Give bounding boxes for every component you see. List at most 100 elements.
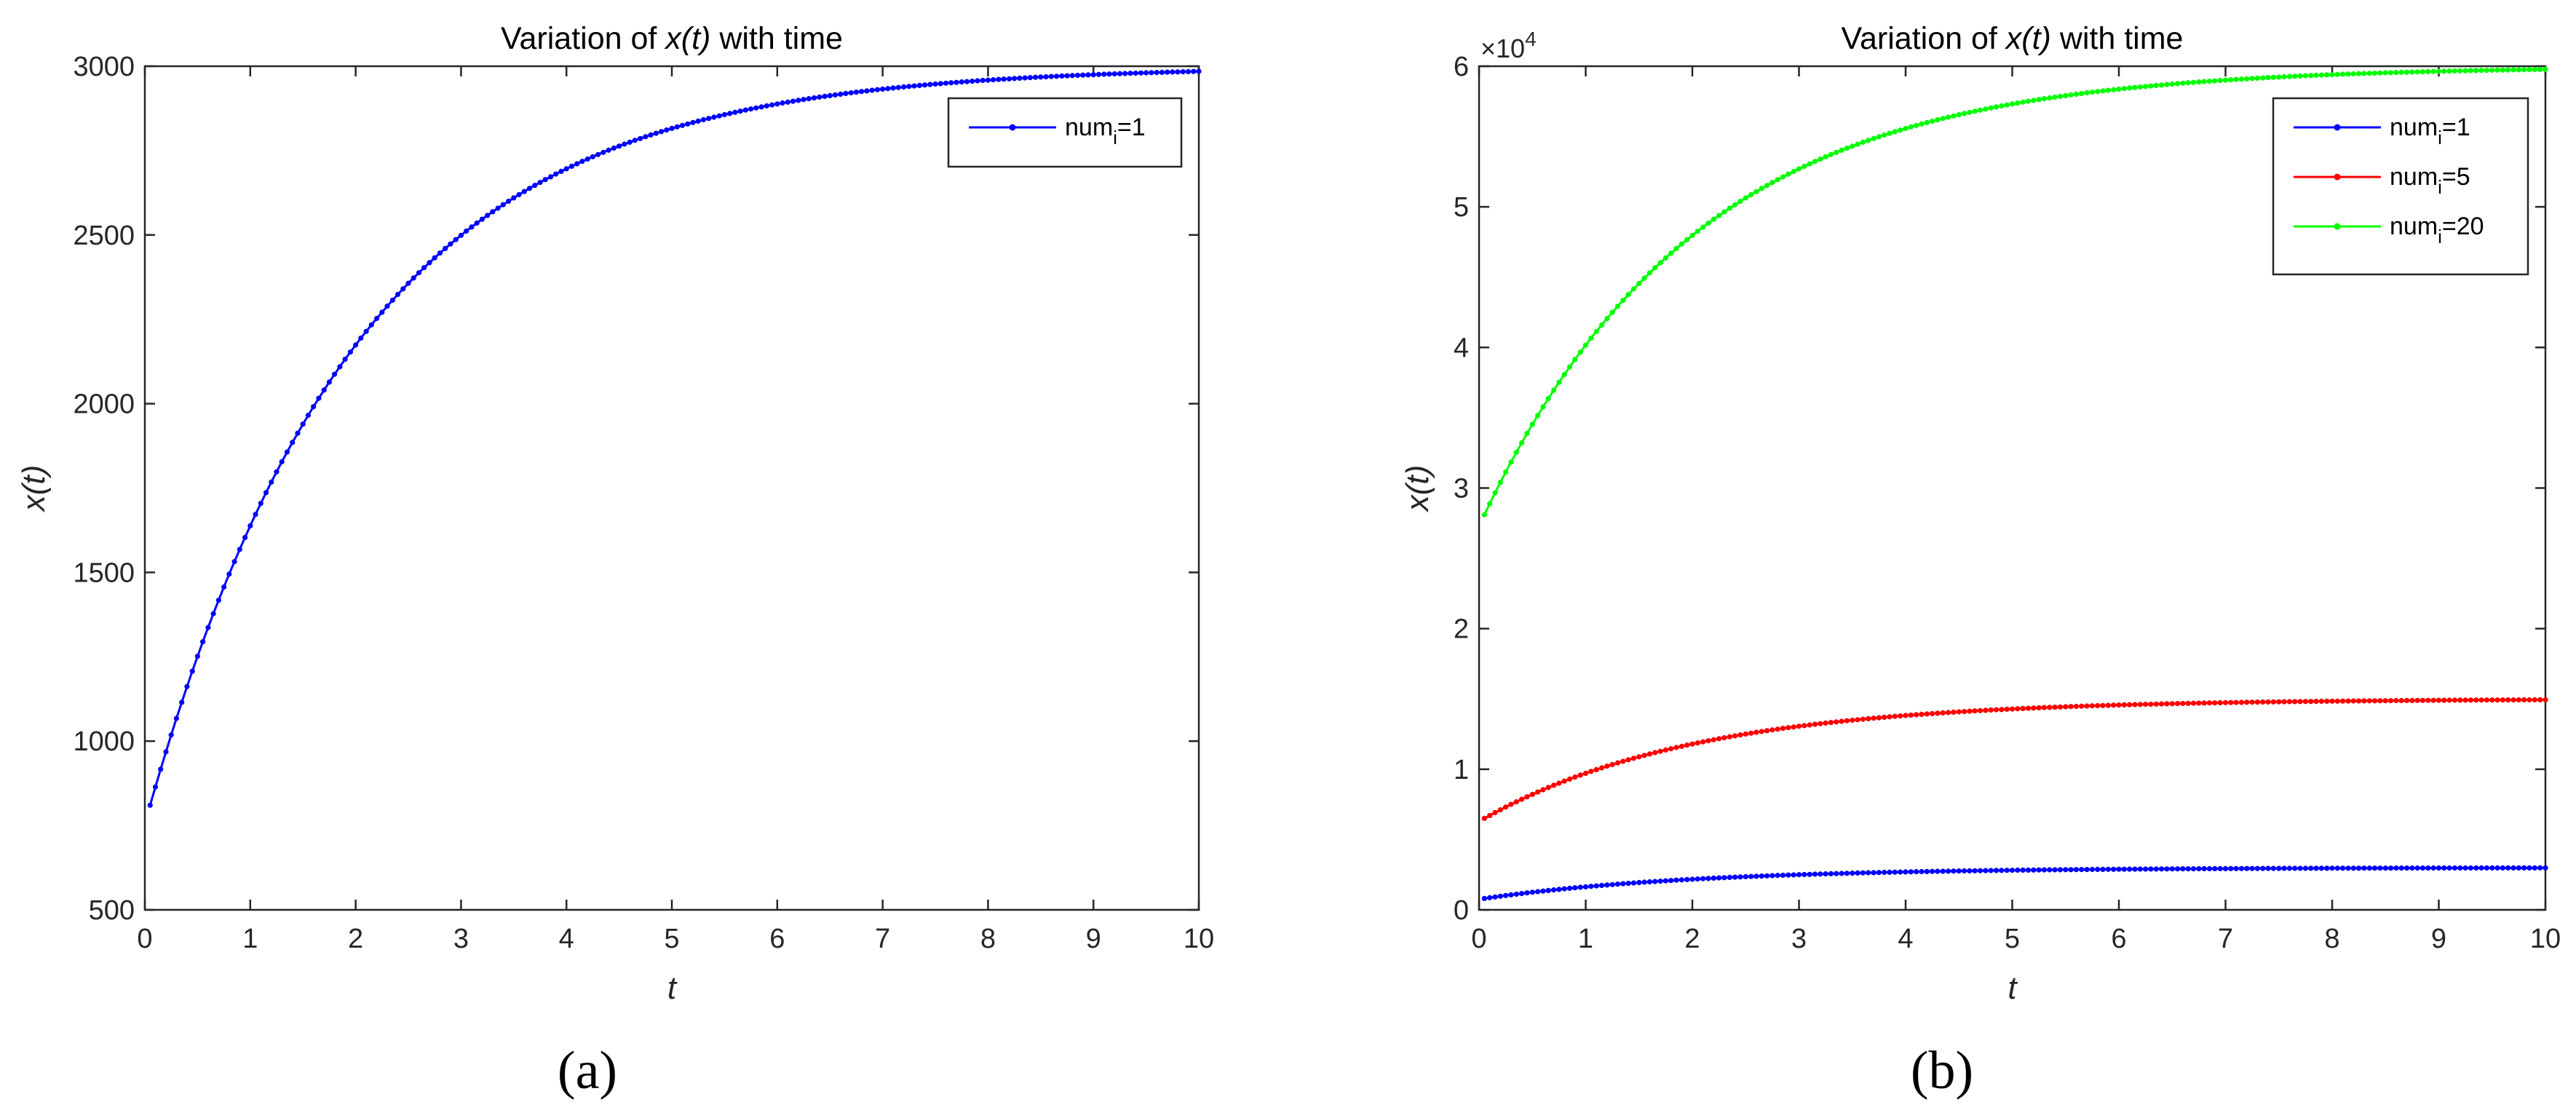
data-point [237, 547, 242, 552]
data-point [2457, 865, 2463, 871]
data-point [2489, 865, 2495, 871]
data-point [2462, 68, 2468, 74]
data-point [1646, 879, 1652, 885]
data-point [2281, 74, 2287, 80]
data-point [1940, 868, 1946, 874]
data-point [1128, 71, 1133, 76]
data-point [1764, 183, 1770, 189]
data-point [2111, 866, 2117, 872]
data-point [1593, 766, 1599, 772]
data-point [1940, 710, 1946, 716]
data-point [2217, 78, 2223, 84]
data-point [2057, 867, 2063, 873]
data-point [2543, 66, 2548, 72]
data-point [617, 143, 622, 149]
legend-base: num [2390, 114, 2438, 141]
data-point [2100, 866, 2106, 872]
data-point [2025, 705, 2032, 711]
data-point [1144, 70, 1149, 76]
data-point [2260, 699, 2266, 705]
data-point [1721, 209, 1727, 215]
y-tick-label: 6 [1454, 52, 1469, 82]
data-point [653, 130, 659, 136]
legend-tail: =1 [1117, 114, 1146, 141]
data-point [2446, 865, 2452, 871]
data-point [1807, 161, 1812, 167]
data-point [1903, 125, 1909, 132]
data-point [721, 111, 728, 118]
data-point [2484, 865, 2489, 871]
data-point [706, 116, 712, 122]
data-point [758, 104, 764, 110]
data-point [2441, 68, 2447, 74]
data-point [2073, 91, 2079, 97]
data-point [2425, 865, 2431, 871]
data-point [2153, 82, 2159, 88]
data-point [2020, 705, 2026, 712]
data-point [843, 90, 849, 96]
data-point [1732, 733, 1738, 739]
data-point [2292, 699, 2298, 705]
data-point [1657, 260, 1663, 266]
data-point [2462, 697, 2468, 703]
data-point [2302, 73, 2308, 79]
data-point [1053, 74, 1060, 79]
data-point [2233, 699, 2239, 705]
data-point [1871, 135, 1876, 141]
data-point [1823, 720, 1828, 726]
data-point [2238, 699, 2245, 705]
data-point [2015, 100, 2021, 106]
data-point [2510, 865, 2516, 871]
data-point [2398, 697, 2404, 704]
legend-swatch-marker [2334, 173, 2341, 181]
data-point [2169, 701, 2175, 707]
data-point [1887, 869, 1893, 875]
data-point [152, 784, 159, 790]
y-axis-label: x(t) [1400, 465, 1435, 513]
data-point [400, 286, 406, 292]
data-point [1743, 195, 1748, 201]
data-point [1535, 789, 1541, 795]
data-point [290, 440, 296, 445]
data-point [1572, 357, 1578, 362]
data-point [2121, 866, 2127, 872]
data-point [2073, 867, 2079, 873]
data-point [147, 802, 153, 808]
data-point [2441, 697, 2447, 703]
data-point [796, 98, 801, 103]
data-point [1988, 868, 1994, 873]
data-point [1775, 726, 1780, 732]
data-point [521, 189, 527, 194]
data-point [1919, 868, 1925, 875]
data-point [2143, 866, 2149, 872]
data-point [1545, 887, 1551, 893]
data-point [1876, 870, 1882, 876]
data-point [1620, 881, 1626, 887]
data-point [1727, 734, 1732, 740]
data-point [479, 216, 486, 222]
x-tick-label: 7 [875, 924, 890, 954]
chart-title: Variation of x(t) with time [501, 21, 843, 56]
data-point [2516, 697, 2521, 703]
data-point [1828, 871, 1834, 876]
data-point [1946, 710, 1951, 715]
data-point [1006, 76, 1012, 82]
data-point [2009, 868, 2016, 873]
data-point [1791, 168, 1796, 175]
data-point [2276, 699, 2282, 705]
data-point [2190, 79, 2197, 85]
data-point [1175, 69, 1181, 75]
legend-entry: numi=1 [2390, 114, 2470, 148]
data-point [2169, 81, 2175, 87]
data-point [2521, 865, 2527, 871]
data-point [2361, 698, 2367, 704]
data-point [1149, 70, 1154, 76]
data-point [2004, 102, 2010, 108]
data-point [1513, 449, 1519, 456]
data-point [2430, 697, 2436, 703]
data-point [790, 98, 796, 104]
data-point [1503, 892, 1509, 898]
x-tick-label: 1 [242, 924, 258, 954]
data-point [1775, 873, 1780, 879]
legend-box [947, 97, 1183, 168]
